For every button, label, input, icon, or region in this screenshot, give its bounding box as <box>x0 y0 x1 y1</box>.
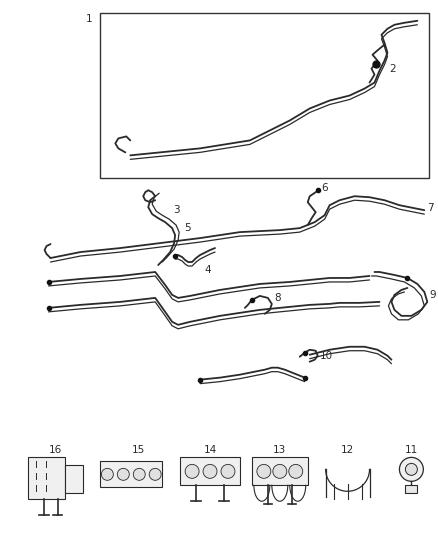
Circle shape <box>133 469 145 480</box>
Text: 4: 4 <box>205 265 212 275</box>
Circle shape <box>185 464 199 478</box>
Circle shape <box>149 469 161 480</box>
Text: 7: 7 <box>427 203 434 213</box>
Circle shape <box>203 464 217 478</box>
Bar <box>28 457 66 499</box>
Text: 11: 11 <box>405 446 418 455</box>
Text: 13: 13 <box>273 446 286 455</box>
Text: 14: 14 <box>203 446 217 455</box>
Text: 8: 8 <box>274 293 280 303</box>
Text: 9: 9 <box>429 290 436 300</box>
Text: 3: 3 <box>173 205 180 215</box>
Circle shape <box>221 464 235 478</box>
Circle shape <box>406 463 417 475</box>
Circle shape <box>273 464 287 478</box>
Text: 2: 2 <box>389 63 396 74</box>
Circle shape <box>289 464 303 478</box>
Text: 15: 15 <box>132 446 145 455</box>
Text: 6: 6 <box>321 183 328 193</box>
Text: 16: 16 <box>49 446 62 455</box>
Bar <box>66 465 83 493</box>
Bar <box>406 486 417 493</box>
Circle shape <box>101 469 113 480</box>
Text: 10: 10 <box>320 351 333 361</box>
Circle shape <box>257 464 271 478</box>
Text: 12: 12 <box>341 446 354 455</box>
Text: 1: 1 <box>86 14 92 24</box>
Circle shape <box>399 457 424 481</box>
Text: 5: 5 <box>184 223 191 233</box>
Bar <box>100 13 429 178</box>
Bar <box>100 462 162 487</box>
Bar <box>252 457 308 486</box>
Circle shape <box>117 469 129 480</box>
Bar <box>180 457 240 486</box>
